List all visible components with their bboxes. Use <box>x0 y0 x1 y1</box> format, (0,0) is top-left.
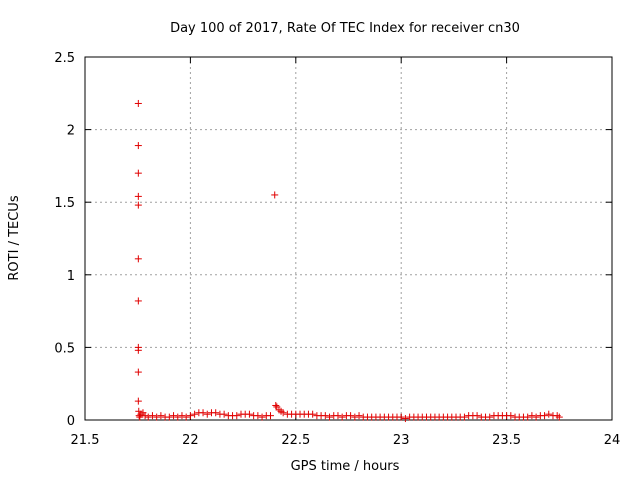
data-point <box>182 413 190 421</box>
data-point <box>144 413 152 421</box>
data-point <box>486 413 494 421</box>
data-point <box>174 413 182 421</box>
data-point <box>524 413 532 421</box>
y-tick-label: 0.5 <box>54 341 75 356</box>
data-point <box>148 412 156 420</box>
data-point <box>541 412 549 420</box>
data-point <box>460 413 468 421</box>
data-point <box>338 413 346 421</box>
data-point <box>271 191 279 199</box>
data-point <box>545 410 553 418</box>
y-tick-label: 0 <box>67 414 75 429</box>
data-point <box>135 412 143 420</box>
data-point <box>309 410 317 418</box>
data-point <box>233 412 241 420</box>
data-point <box>134 201 142 209</box>
data-points <box>134 99 563 423</box>
data-point <box>186 412 194 420</box>
data-point <box>258 413 266 421</box>
x-tick-label: 23 <box>393 433 410 448</box>
data-point <box>191 410 199 418</box>
data-point <box>401 415 409 423</box>
data-point <box>473 412 481 420</box>
y-tick-labels: 0 0.5 1 1.5 2 2.5 <box>54 51 75 429</box>
data-point <box>351 413 359 421</box>
data-point <box>267 412 275 420</box>
data-point <box>220 410 228 418</box>
data-point <box>347 412 355 420</box>
data-point <box>279 409 287 417</box>
y-tick-label: 1 <box>67 269 75 284</box>
data-point <box>397 413 405 421</box>
x-axis-label: GPS time / hours <box>291 459 400 474</box>
data-point <box>272 401 280 409</box>
y-axis-label: ROTI / TECUs <box>7 195 22 280</box>
x-tick-label: 21.5 <box>71 433 100 448</box>
x-tick-label: 22.5 <box>281 433 310 448</box>
grid-lines <box>85 57 612 420</box>
x-tick-labels: 21.5 22 22.5 23 23.5 24 <box>71 433 621 448</box>
chart-title: Day 100 of 2017, Rate Of TEC Index for r… <box>170 21 520 36</box>
data-point <box>134 99 142 107</box>
data-point <box>178 412 186 420</box>
data-point <box>334 412 342 420</box>
data-point <box>134 397 142 405</box>
data-point <box>153 413 161 421</box>
y-tick-label: 2 <box>67 124 75 139</box>
plot-frame <box>84 56 613 421</box>
data-point <box>134 297 142 305</box>
data-point <box>528 412 536 420</box>
data-point <box>199 409 207 417</box>
data-point <box>165 413 173 421</box>
data-point <box>136 413 144 421</box>
data-point <box>212 409 220 417</box>
data-point <box>170 412 178 420</box>
data-point <box>507 412 515 420</box>
axis-ticks <box>84 56 613 421</box>
x-tick-label: 24 <box>604 433 621 448</box>
data-point <box>134 142 142 150</box>
y-tick-label: 1.5 <box>54 196 75 211</box>
data-point <box>141 412 149 420</box>
data-point <box>326 413 334 421</box>
data-point <box>355 412 363 420</box>
data-point <box>555 413 563 421</box>
x-tick-label: 23.5 <box>492 433 521 448</box>
data-point <box>134 192 142 200</box>
data-point <box>321 412 329 420</box>
x-tick-label: 22 <box>182 433 199 448</box>
data-point <box>157 412 165 420</box>
data-point <box>134 255 142 263</box>
data-point <box>134 346 142 354</box>
y-tick-label: 2.5 <box>54 51 75 66</box>
data-point <box>254 412 262 420</box>
data-point <box>134 368 142 376</box>
data-point <box>532 413 540 421</box>
data-point <box>245 410 253 418</box>
data-point <box>134 169 142 177</box>
data-point <box>203 410 211 418</box>
